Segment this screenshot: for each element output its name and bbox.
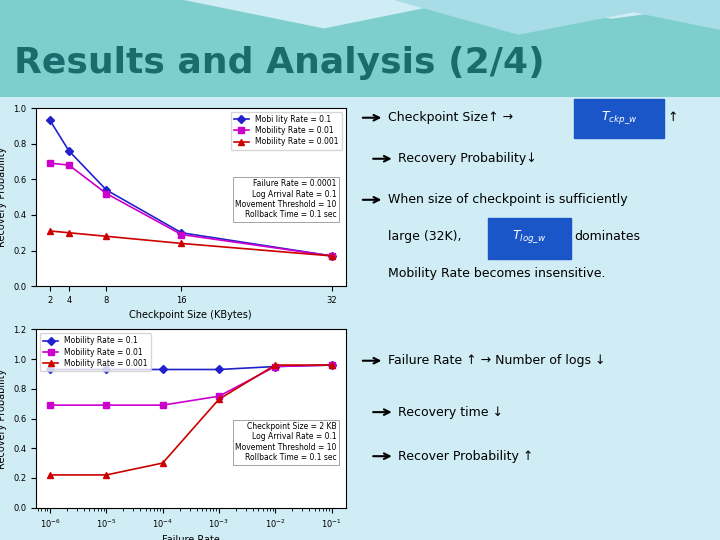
Mobility Rate = 0.001	[65, 230, 73, 236]
Line: Mobility Rate = 0.01: Mobility Rate = 0.01	[47, 362, 335, 408]
X-axis label: Failure Rate: Failure Rate	[162, 535, 220, 540]
Text: Recover Probability ↑: Recover Probability ↑	[398, 450, 534, 463]
Mobility Rate = 0.001	[215, 396, 223, 402]
Line: Mobility Rate = 0.01: Mobility Rate = 0.01	[47, 160, 335, 259]
Line: Mobility Rate = 0.1: Mobility Rate = 0.1	[47, 362, 335, 373]
Mobility Rate = 0.01	[102, 402, 111, 408]
Mobility Rate = 0.1	[215, 366, 223, 373]
Mobility Rate = 0.01	[65, 162, 73, 168]
Mobility Rate = 0.01	[46, 160, 55, 166]
Mobility Rate = 0.1	[158, 366, 167, 373]
Legend: Mobi lity Rate = 0.1, Mobility Rate = 0.01, Mobility Rate = 0.001: Mobi lity Rate = 0.1, Mobility Rate = 0.…	[231, 112, 342, 150]
Mobility Rate = 0.001	[46, 228, 55, 234]
Mobility Rate = 0.01	[177, 231, 186, 238]
Polygon shape	[396, 0, 720, 34]
Mobi lity Rate = 0.1	[177, 230, 186, 236]
Mobility Rate = 0.001	[327, 253, 336, 259]
Mobility Rate = 0.1	[271, 363, 279, 370]
FancyBboxPatch shape	[488, 218, 571, 259]
Text: Checkpoint Size↑ →: Checkpoint Size↑ →	[387, 111, 513, 124]
Polygon shape	[0, 0, 720, 97]
Text: Failure Rate ↑ → Number of logs ↓: Failure Rate ↑ → Number of logs ↓	[387, 354, 605, 367]
Text: $T_{ckp\_w}$: $T_{ckp\_w}$	[601, 109, 637, 126]
Mobility Rate = 0.001	[271, 362, 279, 368]
Mobility Rate = 0.01	[158, 402, 167, 408]
Mobi lity Rate = 0.1	[65, 147, 73, 154]
Mobility Rate = 0.01	[215, 393, 223, 400]
Text: $T_{log\_w}$: $T_{log\_w}$	[512, 228, 546, 245]
Text: Recovery time ↓: Recovery time ↓	[398, 406, 503, 419]
Text: dominates: dominates	[575, 230, 640, 243]
Y-axis label: Recovery Probability: Recovery Probability	[0, 147, 7, 247]
Mobility Rate = 0.1	[327, 362, 336, 368]
Text: Checkpoint Size = 2 KB
Log Arrival Rate = 0.1
Movement Threshold = 10
Rollback T: Checkpoint Size = 2 KB Log Arrival Rate …	[235, 422, 336, 462]
Text: Results and Analysis (2/4): Results and Analysis (2/4)	[14, 46, 545, 80]
Y-axis label: Recovery Probability: Recovery Probability	[0, 368, 7, 469]
Mobility Rate = 0.01	[327, 362, 336, 368]
Mobility Rate = 0.01	[46, 402, 55, 408]
Line: Mobility Rate = 0.001: Mobility Rate = 0.001	[47, 228, 335, 259]
Text: ↑: ↑	[667, 111, 678, 124]
Text: Failure Rate = 0.0001
Log Arrival Rate = 0.1
Movement Threshold = 10
Rollback Ti: Failure Rate = 0.0001 Log Arrival Rate =…	[235, 179, 336, 219]
Mobi lity Rate = 0.1	[46, 117, 55, 124]
Mobility Rate = 0.1	[102, 366, 111, 373]
Line: Mobility Rate = 0.001: Mobility Rate = 0.001	[47, 362, 335, 478]
Mobility Rate = 0.001	[177, 240, 186, 247]
FancyBboxPatch shape	[575, 99, 664, 138]
Mobility Rate = 0.001	[327, 362, 336, 368]
Text: When size of checkpoint is sufficiently: When size of checkpoint is sufficiently	[387, 193, 627, 206]
Mobility Rate = 0.001	[102, 472, 111, 478]
Mobility Rate = 0.001	[102, 233, 111, 240]
Mobility Rate = 0.001	[158, 460, 167, 467]
Text: Recovery Probability↓: Recovery Probability↓	[398, 152, 537, 165]
Mobility Rate = 0.01	[327, 253, 336, 259]
Mobility Rate = 0.01	[271, 363, 279, 370]
Text: large (32K),: large (32K),	[387, 230, 461, 243]
Mobility Rate = 0.01	[102, 190, 111, 197]
Line: Mobi lity Rate = 0.1: Mobi lity Rate = 0.1	[47, 117, 335, 259]
Legend: Mobility Rate = 0.1, Mobility Rate = 0.01, Mobility Rate = 0.001: Mobility Rate = 0.1, Mobility Rate = 0.0…	[40, 333, 150, 371]
Mobility Rate = 0.1	[46, 366, 55, 373]
Mobi lity Rate = 0.1	[327, 253, 336, 259]
X-axis label: Checkpoint Size (KBytes): Checkpoint Size (KBytes)	[130, 310, 252, 320]
Mobi lity Rate = 0.1	[102, 187, 111, 193]
Text: Mobility Rate becomes insensitive.: Mobility Rate becomes insensitive.	[387, 267, 605, 280]
Mobility Rate = 0.001	[46, 472, 55, 478]
